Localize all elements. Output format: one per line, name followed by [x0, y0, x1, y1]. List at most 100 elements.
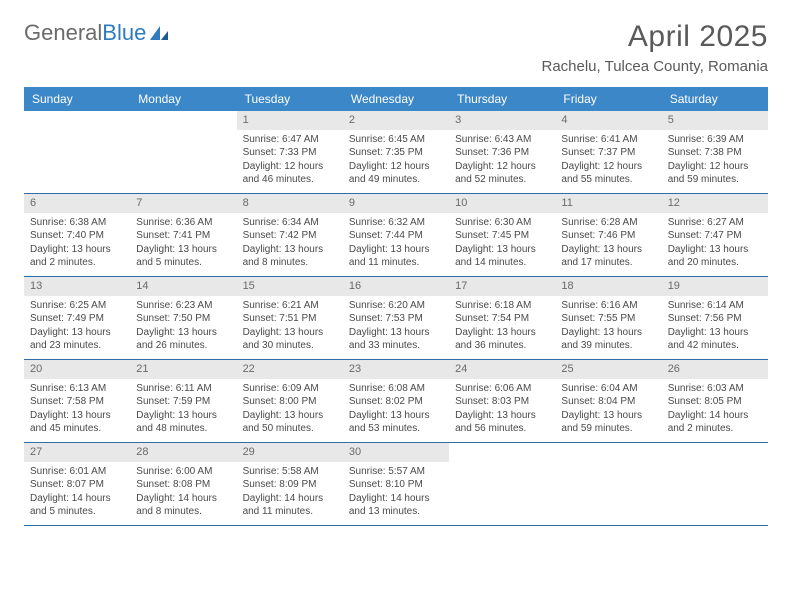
day-content: Sunrise: 6:25 AMSunset: 7:49 PMDaylight:…: [24, 296, 130, 359]
daylight-line: Daylight: 13 hours and 17 minutes.: [561, 243, 655, 270]
day-cell: 21Sunrise: 6:11 AMSunset: 7:59 PMDayligh…: [130, 360, 236, 442]
sunset-line: Sunset: 7:53 PM: [349, 312, 443, 326]
sunrise-line: Sunrise: 6:03 AM: [668, 382, 762, 396]
day-number: 9: [343, 194, 449, 213]
page-header: GeneralBlue April 2025 Rachelu, Tulcea C…: [24, 20, 768, 75]
sunset-line: Sunset: 8:10 PM: [349, 478, 443, 492]
day-cell: 12Sunrise: 6:27 AMSunset: 7:47 PMDayligh…: [662, 194, 768, 276]
day-cell: 23Sunrise: 6:08 AMSunset: 8:02 PMDayligh…: [343, 360, 449, 442]
sunset-line: Sunset: 7:35 PM: [349, 146, 443, 160]
day-number: 27: [24, 443, 130, 462]
sunrise-line: Sunrise: 6:34 AM: [243, 216, 337, 230]
day-cell: [130, 111, 236, 193]
daylight-line: Daylight: 13 hours and 2 minutes.: [30, 243, 124, 270]
sunrise-line: Sunrise: 6:08 AM: [349, 382, 443, 396]
weekday-header: Monday: [130, 87, 236, 111]
day-content: Sunrise: 6:01 AMSunset: 8:07 PMDaylight:…: [24, 462, 130, 525]
daylight-line: Daylight: 13 hours and 8 minutes.: [243, 243, 337, 270]
daylight-line: Daylight: 14 hours and 11 minutes.: [243, 492, 337, 519]
day-number: 30: [343, 443, 449, 462]
day-number: [662, 443, 768, 462]
day-cell: 20Sunrise: 6:13 AMSunset: 7:58 PMDayligh…: [24, 360, 130, 442]
day-cell: 17Sunrise: 6:18 AMSunset: 7:54 PMDayligh…: [449, 277, 555, 359]
day-cell: 6Sunrise: 6:38 AMSunset: 7:40 PMDaylight…: [24, 194, 130, 276]
daylight-line: Daylight: 13 hours and 33 minutes.: [349, 326, 443, 353]
day-content: Sunrise: 6:36 AMSunset: 7:41 PMDaylight:…: [130, 213, 236, 276]
sunset-line: Sunset: 7:40 PM: [30, 229, 124, 243]
day-number: 1: [237, 111, 343, 130]
sunrise-line: Sunrise: 6:04 AM: [561, 382, 655, 396]
sunset-line: Sunset: 7:37 PM: [561, 146, 655, 160]
day-content: Sunrise: 6:41 AMSunset: 7:37 PMDaylight:…: [555, 130, 661, 193]
day-content: Sunrise: 6:21 AMSunset: 7:51 PMDaylight:…: [237, 296, 343, 359]
location-label: Rachelu, Tulcea County, Romania: [541, 58, 768, 75]
sunrise-line: Sunrise: 6:16 AM: [561, 299, 655, 313]
day-content: Sunrise: 6:06 AMSunset: 8:03 PMDaylight:…: [449, 379, 555, 442]
weekday-header: Wednesday: [343, 87, 449, 111]
sunset-line: Sunset: 8:05 PM: [668, 395, 762, 409]
weekday-header: Friday: [555, 87, 661, 111]
daylight-line: Daylight: 13 hours and 20 minutes.: [668, 243, 762, 270]
calendar-page: GeneralBlue April 2025 Rachelu, Tulcea C…: [0, 0, 792, 546]
month-title: April 2025: [541, 20, 768, 54]
sunset-line: Sunset: 8:08 PM: [136, 478, 230, 492]
day-number: 21: [130, 360, 236, 379]
day-number: 7: [130, 194, 236, 213]
sunrise-line: Sunrise: 6:18 AM: [455, 299, 549, 313]
day-content: Sunrise: 6:20 AMSunset: 7:53 PMDaylight:…: [343, 296, 449, 359]
sunset-line: Sunset: 8:07 PM: [30, 478, 124, 492]
day-content: Sunrise: 6:45 AMSunset: 7:35 PMDaylight:…: [343, 130, 449, 193]
logo-text-blue: Blue: [102, 20, 146, 46]
week-row: 13Sunrise: 6:25 AMSunset: 7:49 PMDayligh…: [24, 277, 768, 360]
sunrise-line: Sunrise: 6:23 AM: [136, 299, 230, 313]
sunrise-line: Sunrise: 6:39 AM: [668, 133, 762, 147]
logo-sail-icon: [148, 24, 170, 42]
daylight-line: Daylight: 13 hours and 56 minutes.: [455, 409, 549, 436]
day-cell: 29Sunrise: 5:58 AMSunset: 8:09 PMDayligh…: [237, 443, 343, 525]
day-content: Sunrise: 6:27 AMSunset: 7:47 PMDaylight:…: [662, 213, 768, 276]
day-cell: 4Sunrise: 6:41 AMSunset: 7:37 PMDaylight…: [555, 111, 661, 193]
day-content: Sunrise: 6:34 AMSunset: 7:42 PMDaylight:…: [237, 213, 343, 276]
sunset-line: Sunset: 7:44 PM: [349, 229, 443, 243]
day-number: 24: [449, 360, 555, 379]
daylight-line: Daylight: 12 hours and 55 minutes.: [561, 160, 655, 187]
day-content: Sunrise: 6:39 AMSunset: 7:38 PMDaylight:…: [662, 130, 768, 193]
day-cell: 8Sunrise: 6:34 AMSunset: 7:42 PMDaylight…: [237, 194, 343, 276]
day-content: Sunrise: 6:04 AMSunset: 8:04 PMDaylight:…: [555, 379, 661, 442]
sunrise-line: Sunrise: 6:20 AM: [349, 299, 443, 313]
logo-text-general: General: [24, 20, 102, 46]
sunset-line: Sunset: 7:58 PM: [30, 395, 124, 409]
daylight-line: Daylight: 13 hours and 23 minutes.: [30, 326, 124, 353]
sunset-line: Sunset: 8:03 PM: [455, 395, 549, 409]
sunrise-line: Sunrise: 6:11 AM: [136, 382, 230, 396]
day-number: [449, 443, 555, 462]
day-content: Sunrise: 6:23 AMSunset: 7:50 PMDaylight:…: [130, 296, 236, 359]
day-number: 26: [662, 360, 768, 379]
day-cell: 11Sunrise: 6:28 AMSunset: 7:46 PMDayligh…: [555, 194, 661, 276]
day-content: Sunrise: 6:28 AMSunset: 7:46 PMDaylight:…: [555, 213, 661, 276]
daylight-line: Daylight: 12 hours and 49 minutes.: [349, 160, 443, 187]
daylight-line: Daylight: 13 hours and 45 minutes.: [30, 409, 124, 436]
day-cell: [662, 443, 768, 525]
day-cell: 5Sunrise: 6:39 AMSunset: 7:38 PMDaylight…: [662, 111, 768, 193]
day-number: 14: [130, 277, 236, 296]
day-cell: 28Sunrise: 6:00 AMSunset: 8:08 PMDayligh…: [130, 443, 236, 525]
sunset-line: Sunset: 7:54 PM: [455, 312, 549, 326]
day-cell: 30Sunrise: 5:57 AMSunset: 8:10 PMDayligh…: [343, 443, 449, 525]
sunrise-line: Sunrise: 6:06 AM: [455, 382, 549, 396]
sunrise-line: Sunrise: 6:28 AM: [561, 216, 655, 230]
day-content: Sunrise: 6:09 AMSunset: 8:00 PMDaylight:…: [237, 379, 343, 442]
day-cell: 15Sunrise: 6:21 AMSunset: 7:51 PMDayligh…: [237, 277, 343, 359]
day-content: Sunrise: 6:00 AMSunset: 8:08 PMDaylight:…: [130, 462, 236, 525]
daylight-line: Daylight: 14 hours and 13 minutes.: [349, 492, 443, 519]
daylight-line: Daylight: 13 hours and 36 minutes.: [455, 326, 549, 353]
daylight-line: Daylight: 13 hours and 39 minutes.: [561, 326, 655, 353]
sunset-line: Sunset: 8:00 PM: [243, 395, 337, 409]
day-cell: 10Sunrise: 6:30 AMSunset: 7:45 PMDayligh…: [449, 194, 555, 276]
sunrise-line: Sunrise: 6:25 AM: [30, 299, 124, 313]
sunset-line: Sunset: 8:04 PM: [561, 395, 655, 409]
day-cell: 19Sunrise: 6:14 AMSunset: 7:56 PMDayligh…: [662, 277, 768, 359]
sunrise-line: Sunrise: 6:01 AM: [30, 465, 124, 479]
day-cell: 16Sunrise: 6:20 AMSunset: 7:53 PMDayligh…: [343, 277, 449, 359]
weekday-header: Tuesday: [237, 87, 343, 111]
